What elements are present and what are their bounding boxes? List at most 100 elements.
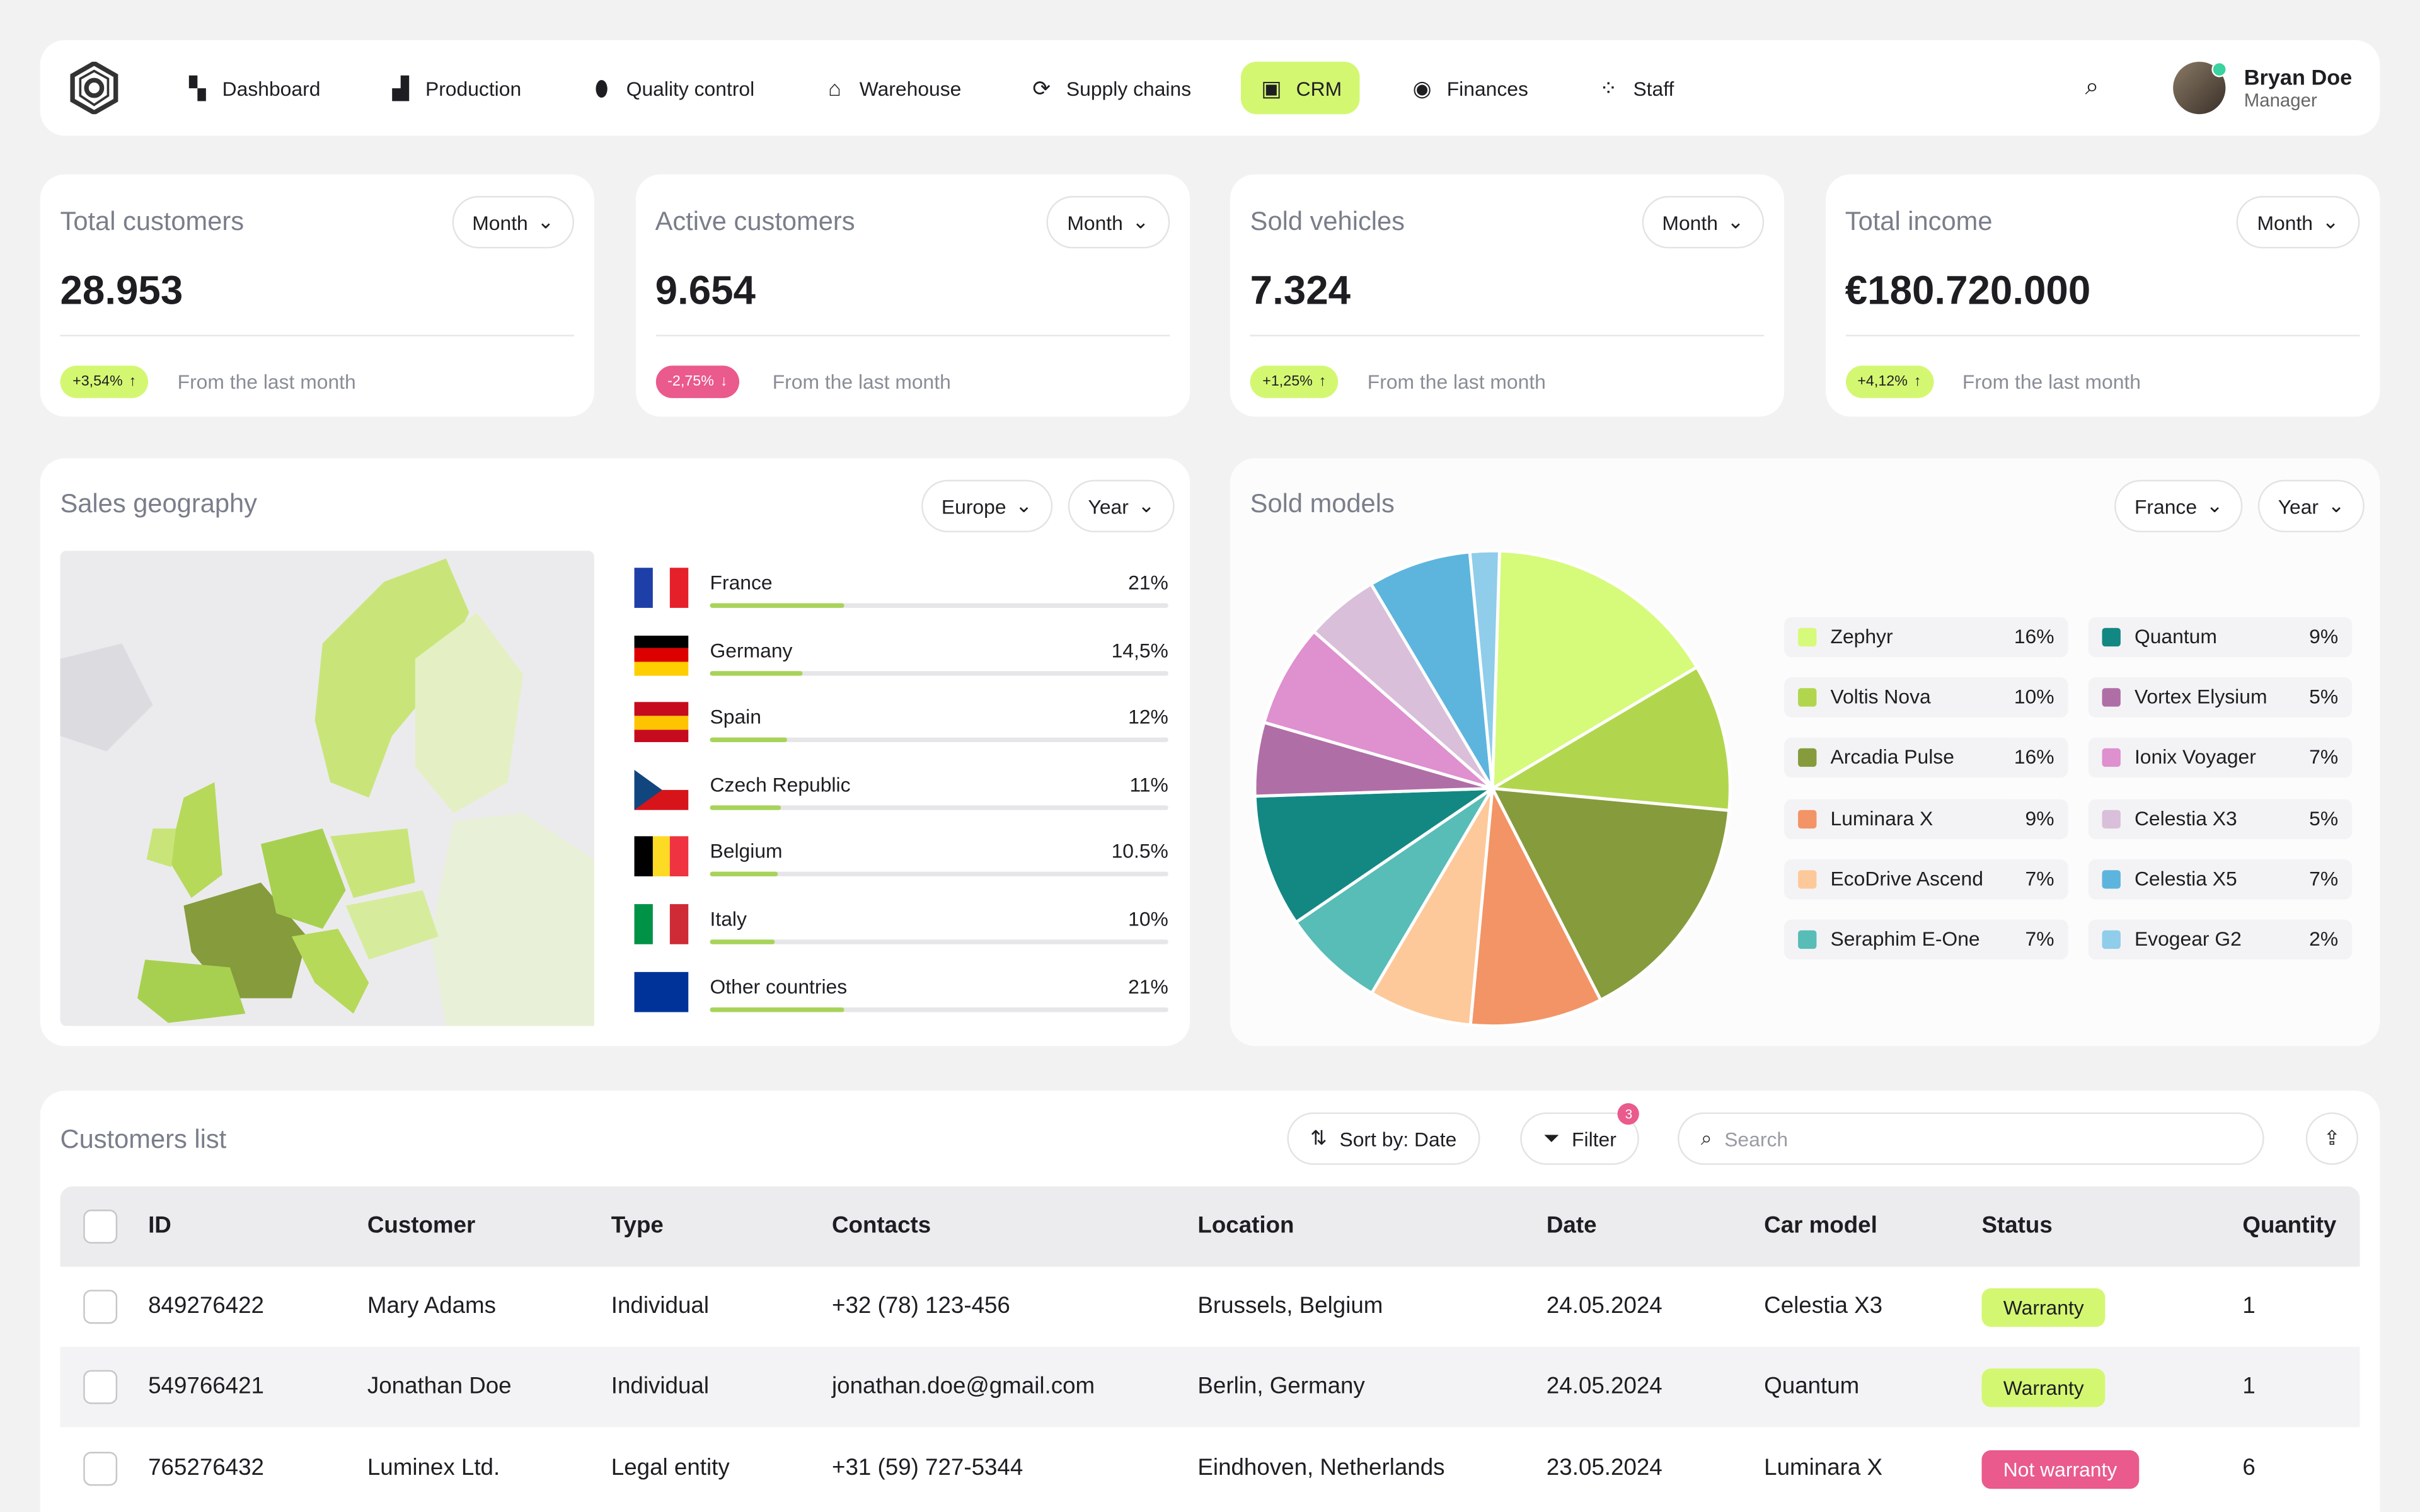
panel-title: Customers list bbox=[60, 1125, 227, 1154]
pie-slice-evogear-g2[interactable] bbox=[1468, 549, 1501, 789]
europe-map[interactable] bbox=[60, 551, 594, 1026]
user-role: Manager bbox=[2244, 89, 2317, 112]
pie-slice-voltis-nova[interactable] bbox=[1487, 665, 1732, 813]
country-percent: 11% bbox=[1129, 772, 1168, 796]
column-header[interactable]: Location bbox=[1197, 1212, 1294, 1239]
country-dropdown[interactable]: France ⌄ bbox=[2114, 479, 2244, 532]
nav-item-label: Quality control bbox=[626, 76, 755, 100]
nav-item-production[interactable]: ▟ Production bbox=[370, 62, 540, 114]
logo-icon[interactable] bbox=[68, 61, 120, 115]
nav-item-supply-chains[interactable]: ⟳ Supply chains bbox=[1011, 62, 1210, 114]
cell-car-model: Luminara X bbox=[1764, 1454, 1883, 1481]
avatar[interactable] bbox=[2173, 61, 2227, 115]
nav-item-warehouse[interactable]: ⌂ Warehouse bbox=[804, 62, 980, 114]
pie-slice-ecodrive-ascend[interactable] bbox=[1369, 788, 1494, 1027]
legend-percent: 7% bbox=[2025, 927, 2054, 951]
period-dropdown[interactable]: Month ⌄ bbox=[1047, 196, 1170, 249]
export-button[interactable]: ⇪ bbox=[2305, 1112, 2359, 1165]
column-header[interactable]: ID bbox=[148, 1212, 171, 1239]
row-checkbox[interactable] bbox=[83, 1370, 118, 1405]
kpi-title: Total customers bbox=[60, 207, 245, 236]
pie-slice-luminara-x[interactable] bbox=[1468, 782, 1603, 1028]
pie-slice-ionix-voyager[interactable] bbox=[1262, 629, 1494, 790]
country-row[interactable]: Germany 14,5% bbox=[634, 629, 1168, 690]
kpi-value: 28.953 bbox=[60, 266, 183, 314]
country-row[interactable]: Italy 10% bbox=[634, 898, 1168, 959]
legend-item[interactable]: Voltis Nova 10% bbox=[1784, 677, 2068, 718]
period-dropdown[interactable]: Month ⌄ bbox=[2237, 196, 2360, 249]
legend-percent: 10% bbox=[2014, 685, 2054, 709]
pie-slice-quantum[interactable] bbox=[1253, 786, 1498, 925]
search-placeholder: Search bbox=[1724, 1126, 1789, 1150]
legend-item[interactable]: Celestia X3 5% bbox=[2088, 798, 2353, 839]
column-header[interactable]: Status bbox=[1981, 1212, 2053, 1239]
pie-slice-zephyr[interactable] bbox=[1490, 549, 1699, 791]
pie-slice-seraphim-e-one[interactable] bbox=[1294, 787, 1494, 995]
cell-type: Individual bbox=[611, 1373, 710, 1400]
legend-swatch bbox=[1798, 930, 1817, 949]
country-row[interactable]: France 21% bbox=[634, 561, 1168, 623]
legend-item[interactable]: EcoDrive Ascend 7% bbox=[1784, 859, 2068, 900]
period-dropdown[interactable]: Month ⌄ bbox=[1642, 196, 1765, 249]
legend-item[interactable]: Zephyr 16% bbox=[1784, 617, 2068, 658]
period-dropdown[interactable]: Month ⌄ bbox=[452, 196, 575, 249]
factory-icon: ▟ bbox=[392, 74, 409, 100]
select-all-checkbox[interactable] bbox=[83, 1210, 118, 1244]
cell-id: 849276422 bbox=[148, 1293, 265, 1319]
change-badge: +1,25% ↑ bbox=[1250, 365, 1339, 398]
country-bar-fill bbox=[710, 603, 845, 608]
cell-customer: Jonathan Doe bbox=[367, 1373, 512, 1400]
column-header[interactable]: Quantity bbox=[2242, 1212, 2337, 1239]
country-row[interactable]: Other countries 21% bbox=[634, 965, 1168, 1027]
country-row[interactable]: Spain 12% bbox=[634, 696, 1168, 758]
country-row[interactable]: Belgium 10.5% bbox=[634, 831, 1168, 893]
country-row[interactable]: Czech Republic 11% bbox=[634, 764, 1168, 825]
period-dropdown[interactable]: Year ⌄ bbox=[2257, 479, 2365, 532]
warehouse-icon: ⌂ bbox=[828, 76, 841, 101]
user-name: Bryan Doe bbox=[2244, 64, 2353, 90]
column-header[interactable]: Date bbox=[1546, 1212, 1597, 1239]
legend-item[interactable]: Evogear G2 2% bbox=[2088, 919, 2353, 960]
period-dropdown[interactable]: Year ⌄ bbox=[1068, 479, 1175, 532]
pie-slice-celestia-x5[interactable] bbox=[1369, 550, 1494, 789]
sort-button[interactable]: ⇅ Sort by: Date bbox=[1287, 1112, 1480, 1165]
legend-item[interactable]: Ionix Voyager 7% bbox=[2088, 738, 2353, 779]
search-input[interactable]: ⌕ Search bbox=[1678, 1112, 2264, 1165]
status-badge: Warranty bbox=[1981, 1288, 2106, 1327]
legend-item[interactable]: Vortex Elysium 5% bbox=[2088, 677, 2353, 718]
nav-item-dashboard[interactable]: ▚ Dashboard bbox=[166, 62, 338, 114]
kpi-value: 7.324 bbox=[1250, 266, 1351, 314]
filter-button[interactable]: ⏷ Filter 3 bbox=[1520, 1103, 1640, 1165]
chevron-down-icon: ⌄ bbox=[2322, 210, 2339, 233]
column-header[interactable]: Car model bbox=[1764, 1212, 1877, 1239]
kpi-subtitle: From the last month bbox=[1962, 370, 2141, 394]
column-header[interactable]: Customer bbox=[367, 1212, 476, 1239]
kpi-subtitle: From the last month bbox=[772, 370, 951, 394]
pie-slice-arcadia-pulse[interactable] bbox=[1489, 786, 1731, 1002]
table-row[interactable]: 849276422 Mary Adams Individual +32 (78) 12… bbox=[60, 1267, 2360, 1347]
column-header[interactable]: Type bbox=[611, 1212, 664, 1239]
column-header[interactable]: Contacts bbox=[832, 1212, 931, 1239]
legend-item[interactable]: Seraphim E-One 7% bbox=[1784, 919, 2068, 960]
nav-item-quality-control[interactable]: ⬮ Quality control bbox=[571, 62, 773, 114]
legend-item[interactable]: Luminara X 9% bbox=[1784, 798, 2068, 839]
legend-item[interactable]: Quantum 9% bbox=[2088, 617, 2353, 658]
country-bar bbox=[710, 670, 1168, 675]
nav-item-finances[interactable]: ◉ Finances bbox=[1392, 62, 1547, 114]
legend-item[interactable]: Arcadia Pulse 16% bbox=[1784, 738, 2068, 779]
table-row[interactable]: 765276432 Luminex Ltd. Legal entity +31 (59… bbox=[60, 1428, 2360, 1508]
nav-item-staff[interactable]: ⁘ Staff bbox=[1577, 62, 1692, 114]
legend-item[interactable]: Celestia X5 7% bbox=[2088, 859, 2353, 900]
country-bar bbox=[710, 805, 1168, 810]
upload-icon: ⇪ bbox=[2324, 1126, 2341, 1150]
row-checkbox[interactable] bbox=[83, 1290, 118, 1324]
search-icon[interactable]: ⌕ bbox=[2085, 74, 2099, 101]
nav-item-crm[interactable]: ▣ CRM bbox=[1240, 61, 1361, 115]
region-dropdown[interactable]: Europe ⌄ bbox=[921, 479, 1052, 532]
filter-label: Filter bbox=[1572, 1126, 1616, 1150]
country-name: France bbox=[710, 571, 773, 594]
table-row[interactable]: 549766421 Jonathan Doe Individual jonathan.… bbox=[60, 1347, 2360, 1428]
row-checkbox[interactable] bbox=[83, 1451, 118, 1486]
legend-label: Evogear G2 bbox=[2134, 927, 2242, 951]
cell-customer: Mary Adams bbox=[367, 1293, 497, 1319]
